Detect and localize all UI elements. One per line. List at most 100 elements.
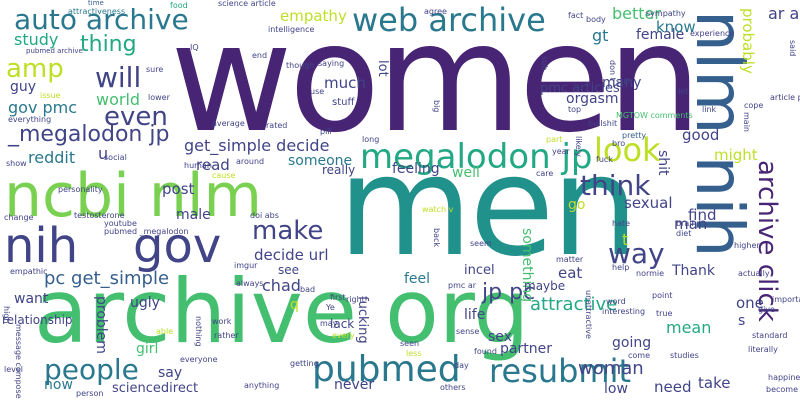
cloud-word: lower bbox=[148, 93, 170, 102]
cloud-word: always bbox=[236, 279, 264, 288]
cloud-word: Thank bbox=[672, 263, 715, 279]
cloud-word: never bbox=[334, 377, 375, 393]
cloud-word: time bbox=[88, 0, 104, 7]
cloud-word: nih bbox=[4, 218, 79, 274]
cloud-word: true bbox=[656, 309, 673, 318]
cloud-word: chad bbox=[262, 276, 301, 295]
cloud-word: maybe bbox=[524, 279, 566, 293]
cloud-word: change bbox=[4, 213, 34, 222]
cloud-word: web archive bbox=[352, 1, 546, 39]
cloud-word: auto archive bbox=[14, 3, 189, 36]
cloud-word: one bbox=[736, 294, 764, 312]
cloud-word: every bbox=[332, 331, 355, 340]
cloud-word: orgasm bbox=[566, 91, 619, 107]
cloud-word: low bbox=[604, 381, 628, 397]
cloud-word: sexual bbox=[624, 194, 673, 212]
cloud-word: pmc ar bbox=[448, 281, 477, 290]
cloud-word: men bbox=[338, 126, 639, 287]
cloud-word: fucking bbox=[355, 296, 370, 344]
cloud-word: others bbox=[440, 383, 466, 392]
cloud-word: say bbox=[158, 365, 183, 381]
cloud-word: imgur bbox=[234, 261, 258, 270]
cloud-word: go bbox=[568, 197, 586, 213]
cloud-word: link bbox=[702, 105, 717, 114]
cloud-word: resubmit bbox=[489, 352, 632, 390]
cloud-word: jp pc bbox=[482, 280, 536, 305]
cloud-word: science article bbox=[218, 0, 276, 8]
cloud-word: incel bbox=[464, 263, 495, 278]
cloud-word: able bbox=[156, 327, 174, 336]
cloud-word: sciencedirect bbox=[112, 381, 199, 396]
cloud-word: higher bbox=[734, 241, 760, 250]
cloud-word: rated bbox=[266, 121, 288, 130]
cloud-word: become bbox=[766, 385, 799, 394]
cloud-word: ugly bbox=[130, 295, 160, 311]
cloud-word: pretty bbox=[622, 131, 647, 140]
cloud-word: _megalodon jp bbox=[8, 122, 170, 147]
cloud-word: think bbox=[580, 169, 651, 202]
cloud-word: youtube bbox=[104, 219, 137, 228]
cloud-word: girl bbox=[136, 341, 159, 357]
cloud-word: level bbox=[4, 365, 24, 374]
cloud-word: let bbox=[678, 87, 689, 96]
cloud-word: come bbox=[628, 351, 651, 360]
cloud-word: high bbox=[2, 306, 11, 324]
cloud-word: archive click bbox=[752, 160, 782, 322]
cloud-word: someone bbox=[288, 153, 353, 169]
cloud-word: stuff bbox=[332, 97, 355, 108]
cloud-word: food bbox=[170, 1, 188, 10]
cloud-word: gov bbox=[133, 218, 222, 274]
cloud-word: s bbox=[738, 313, 746, 329]
cloud-word: experience bbox=[690, 29, 735, 38]
cloud-word: thing bbox=[80, 32, 137, 57]
cloud-word: around bbox=[236, 157, 265, 166]
cloud-word: bad bbox=[300, 285, 316, 294]
cloud-word: feel bbox=[404, 271, 431, 287]
cloud-word: use bbox=[310, 87, 325, 96]
cloud-word: ar archive bbox=[768, 4, 800, 23]
cloud-word: women bbox=[170, 0, 702, 166]
cloud-word: want bbox=[14, 291, 49, 307]
cloud-word: feeling bbox=[392, 161, 440, 177]
cloud-word: look bbox=[594, 131, 661, 169]
cloud-word: interesting bbox=[602, 307, 646, 316]
cloud-word: will bbox=[95, 61, 142, 94]
cloud-word: don t bbox=[608, 60, 617, 81]
cloud-word: study bbox=[14, 30, 59, 49]
cloud-word: life bbox=[464, 307, 486, 323]
cloud-word: may bbox=[320, 319, 338, 328]
cloud-word: nothing bbox=[194, 316, 203, 347]
cloud-word: empathy bbox=[280, 7, 347, 25]
cloud-word: important bbox=[772, 295, 800, 304]
cloud-word: empathic bbox=[10, 267, 48, 276]
cloud-word: q bbox=[290, 297, 299, 313]
cloud-word: probably bbox=[739, 8, 757, 74]
cloud-word: care bbox=[536, 169, 554, 178]
cloud-word: year bbox=[552, 147, 570, 156]
cloud-word: Ye bbox=[326, 303, 335, 312]
cloud-word: body bbox=[586, 15, 606, 24]
cloud-word: human bbox=[184, 161, 212, 170]
cloud-word: guy bbox=[10, 79, 37, 95]
cloud-word: really bbox=[322, 163, 356, 177]
cloud-word: social bbox=[104, 153, 127, 162]
cloud-word: nlm nih bbox=[681, 10, 758, 258]
cloud-word: main bbox=[742, 112, 751, 132]
cloud-word: part bbox=[546, 135, 563, 144]
cloud-word: might bbox=[714, 146, 758, 164]
cloud-word: cause bbox=[212, 171, 236, 180]
cloud-word: fact bbox=[568, 11, 584, 20]
cloud-word: pill bbox=[320, 127, 332, 136]
cloud-word: decide url bbox=[254, 246, 329, 264]
cloud-word: world bbox=[96, 90, 141, 109]
cloud-word: make bbox=[252, 216, 324, 246]
cloud-word: read bbox=[196, 156, 230, 174]
cloud-word: reddit bbox=[28, 148, 76, 167]
cloud-word: standard bbox=[752, 331, 788, 340]
cloud-word: show bbox=[6, 159, 27, 168]
cloud-word: woman bbox=[578, 358, 644, 379]
cloud-word: man bbox=[674, 215, 708, 233]
cloud-word: cope bbox=[744, 101, 764, 110]
cloud-word: fuck bbox=[596, 155, 613, 164]
